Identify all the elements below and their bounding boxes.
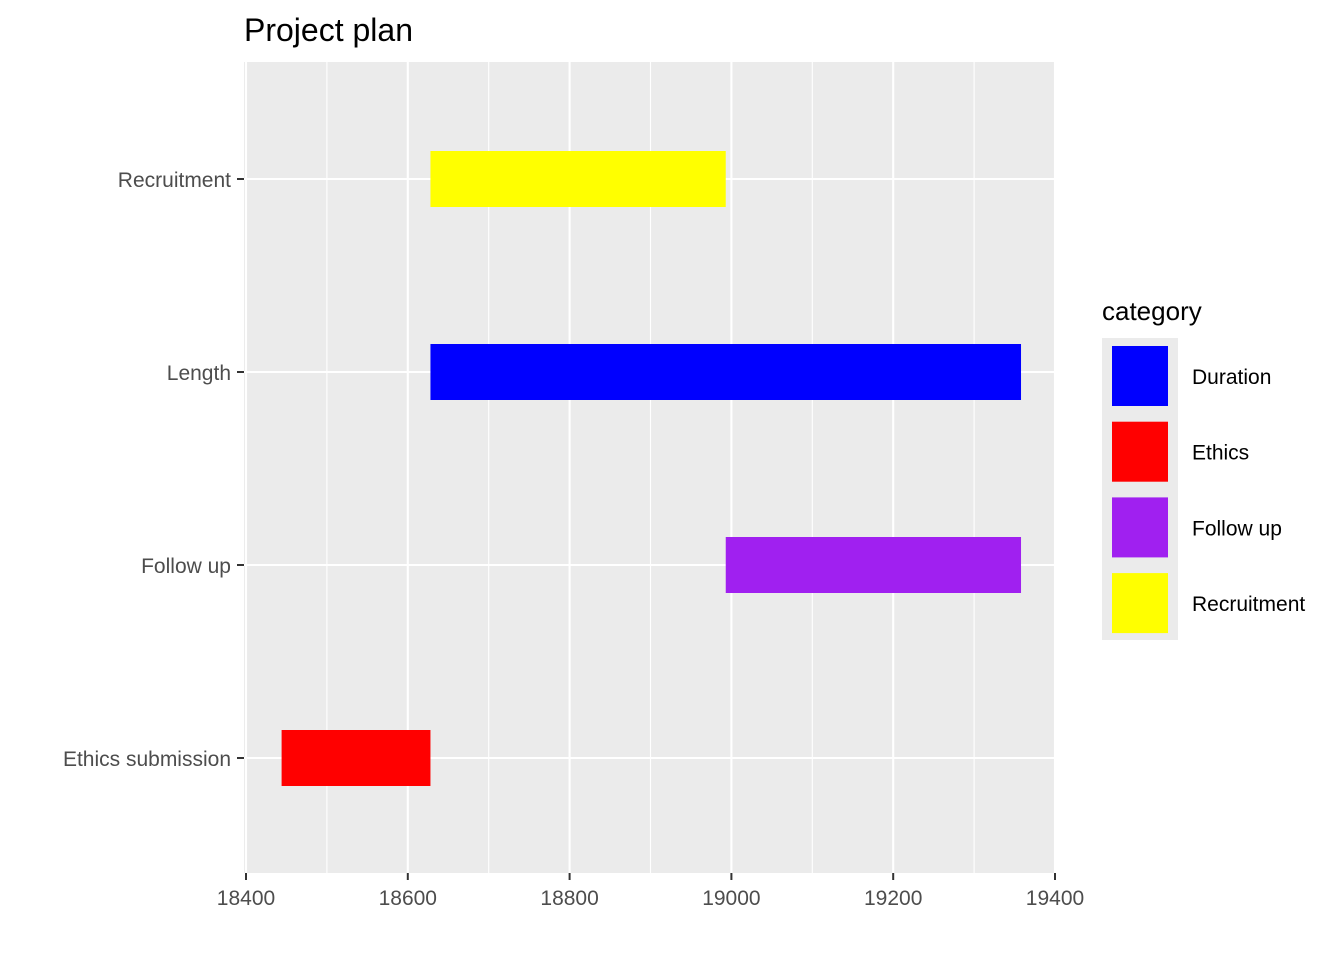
axes: Recruitment Length Follow up Ethics submiss… <box>63 169 1084 910</box>
y-tick-label: Length <box>167 362 231 385</box>
y-tick-label: Ethics submission <box>63 748 231 771</box>
x-tick-label: 18600 <box>379 887 437 910</box>
y-tick-label: Follow up <box>141 555 231 578</box>
bars <box>281 151 1022 786</box>
legend-swatch-recruitment <box>1112 573 1168 634</box>
legend-label-recruitment: Recruitment <box>1192 593 1305 616</box>
bar-recruitment <box>430 151 726 207</box>
x-tick-label: 19400 <box>1026 887 1084 910</box>
legend-title: category <box>1102 296 1202 326</box>
x-tick-label: 19000 <box>702 887 760 910</box>
legend-swatch-ethics <box>1112 421 1168 482</box>
bar-ethics-submission <box>281 730 431 786</box>
y-tick-label: Recruitment <box>118 169 231 192</box>
legend-swatch-duration <box>1112 346 1168 406</box>
x-tick-label: 18400 <box>217 887 275 910</box>
legend: category Duration Ethics Follow up Recruitme… <box>1102 296 1305 640</box>
legend-label-follow-up: Follow up <box>1192 517 1282 540</box>
legend-swatch-follow-up <box>1112 497 1168 558</box>
x-tick-label: 19200 <box>864 887 922 910</box>
bar-follow-up <box>725 537 1022 593</box>
legend-label-duration: Duration <box>1192 366 1271 389</box>
chart-title: Project plan <box>244 12 413 48</box>
bar-length <box>430 344 1022 400</box>
x-tick-label: 18800 <box>540 887 598 910</box>
legend-label-ethics: Ethics <box>1192 442 1249 465</box>
